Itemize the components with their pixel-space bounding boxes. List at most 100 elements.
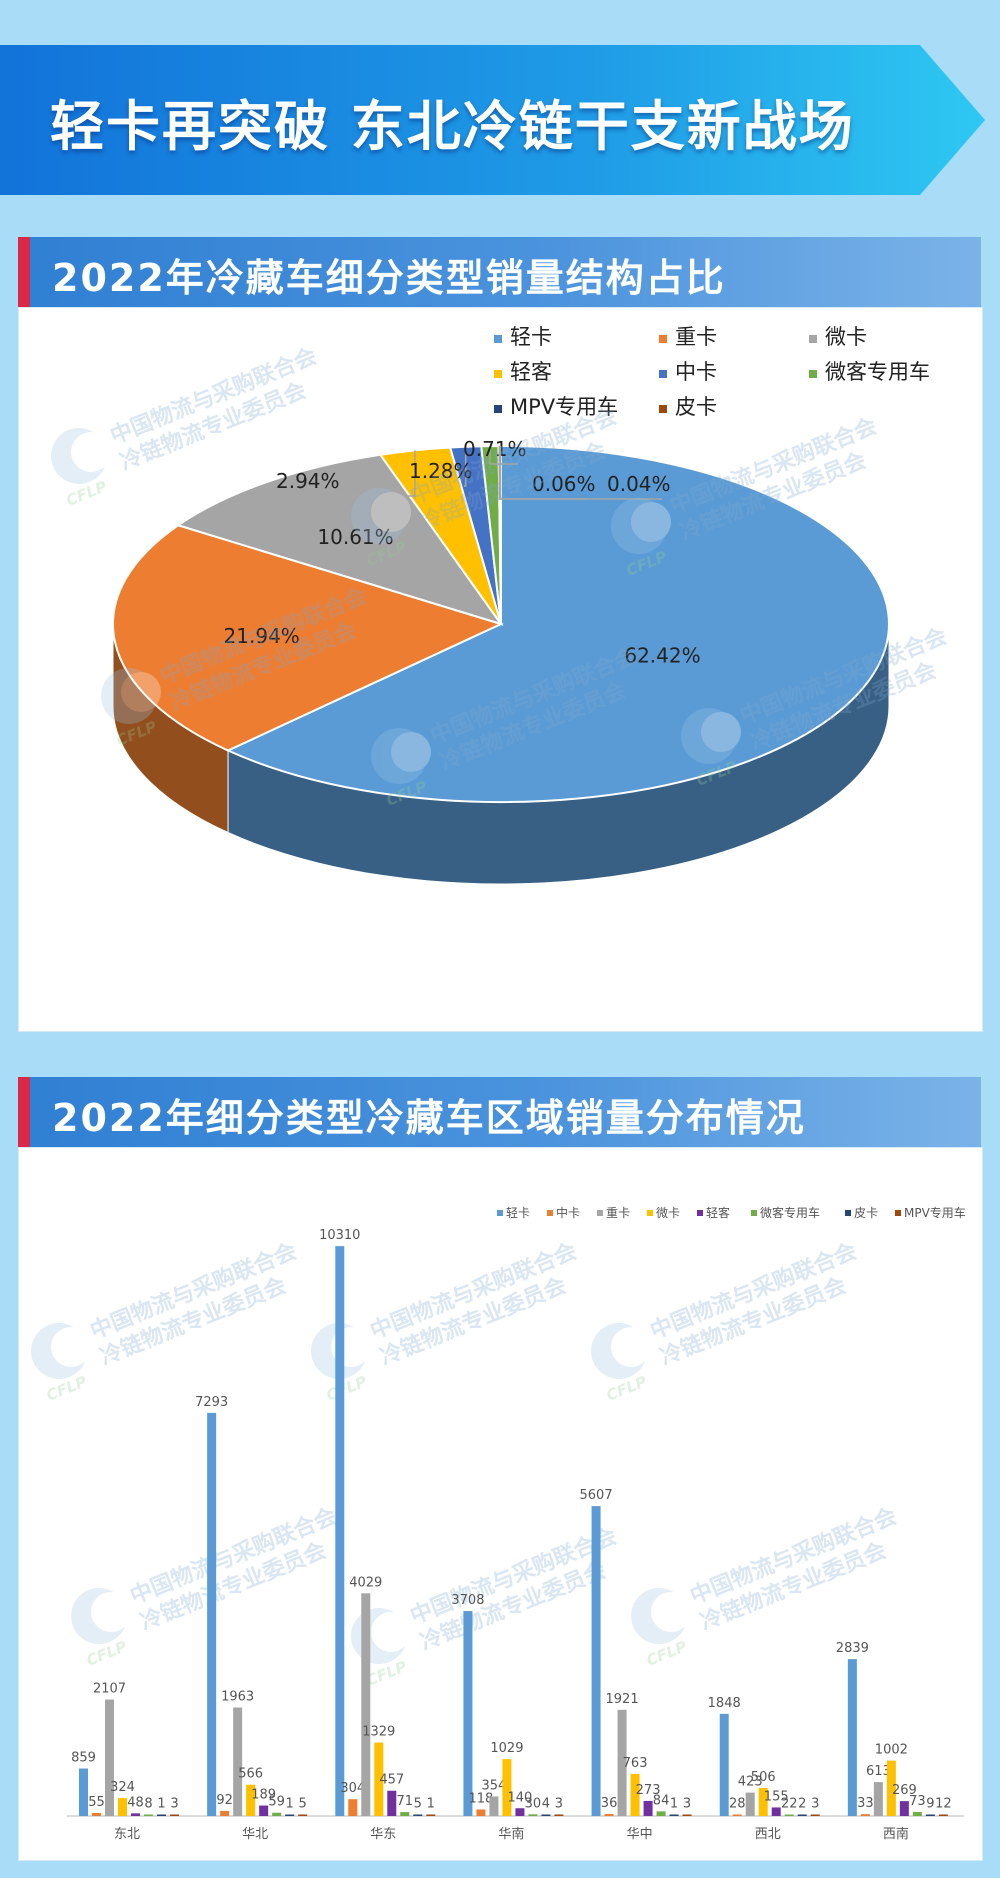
x-tick-label: 西北 — [755, 1827, 781, 1842]
pie-leader-line — [331, 450, 416, 497]
legend-swatch — [494, 335, 502, 343]
pie-leader-line — [464, 446, 467, 487]
legend-label: 轻客 — [510, 360, 552, 384]
bar-value-label: 5 — [414, 1797, 422, 1812]
cflp-logo-icon-cutout — [91, 1592, 131, 1632]
bar-value-label: 859 — [71, 1751, 96, 1766]
bar-重卡-华中 — [617, 1709, 627, 1816]
bar-value-label: 1848 — [708, 1696, 741, 1711]
bar-轻卡-华南 — [463, 1611, 473, 1816]
bar-value-label: 36 — [601, 1796, 618, 1811]
bar-重卡-西南 — [873, 1782, 883, 1816]
section-title: 2022年冷藏车细分类型销量结构占比 — [52, 256, 726, 300]
bar-value-label: 457 — [379, 1773, 404, 1788]
bar-轻客-西北 — [771, 1807, 781, 1816]
cflp-logo-icon-cutout — [651, 1592, 691, 1632]
legend-swatch — [895, 1210, 901, 1216]
bar-value-label: 71 — [397, 1794, 414, 1809]
bar-value-label: 1002 — [875, 1743, 908, 1758]
pie-chart-panel: 62.42% 21.94% 10.61% 2.94% 1.28% 0.71% 0.06% 0.… — [18, 307, 983, 1032]
bar-微客专用车-华中 — [656, 1811, 666, 1816]
bar-微卡-华北 — [246, 1784, 256, 1816]
bar-重卡-华北 — [233, 1707, 243, 1816]
pie-slice-重卡 — [112, 524, 504, 752]
legend-swatch — [809, 335, 817, 343]
bar-value-label: 1 — [670, 1797, 678, 1812]
bar-MPV专用车-华北 — [298, 1814, 308, 1816]
bar-value-label: 2839 — [836, 1641, 869, 1656]
x-tick-label: 东北 — [114, 1827, 140, 1842]
bar-中卡-西北 — [732, 1814, 742, 1816]
bar-value-label: 189 — [251, 1788, 276, 1803]
bar-重卡-华东 — [361, 1593, 371, 1816]
cflp-logo-icon-cutout — [371, 492, 411, 532]
bar-中卡-华南 — [476, 1809, 486, 1816]
bar-value-label: 269 — [892, 1783, 917, 1798]
pie-label: 0.71% — [463, 437, 527, 461]
bar-微卡-西北 — [758, 1788, 768, 1816]
bar-皮卡-东北 — [157, 1814, 166, 1816]
legend-swatch — [494, 405, 502, 413]
pie-leader-line — [499, 446, 662, 500]
x-tick-label: 华南 — [498, 1826, 524, 1842]
bar-value-label: 12 — [935, 1797, 952, 1812]
pie-label: 0.04% — [607, 472, 671, 496]
x-tick-label: 西南 — [883, 1826, 909, 1842]
bar-value-label: 3708 — [451, 1593, 484, 1608]
pie-label: 62.42% — [624, 643, 700, 667]
legend-label: 微卡 — [656, 1206, 680, 1220]
legend-label: 微客专用车 — [760, 1205, 820, 1220]
cflp-logo-icon — [31, 1323, 87, 1379]
section-title-bar: 2022年细分类型冷藏车区域销量分布情况 — [18, 1077, 981, 1147]
bar-value-label: 506 — [751, 1770, 776, 1785]
legend-label: 皮卡 — [854, 1206, 878, 1220]
bar-value-label: 763 — [623, 1756, 648, 1771]
bar-value-label: 613 — [866, 1764, 891, 1779]
bar-chart: 中国物流与采购联合会冷链物流专业委员会CFLP中国物流与采购联合会冷链物流专业委… — [31, 1205, 966, 1842]
x-tick-label: 华北 — [242, 1827, 268, 1842]
bar-value-label: 1329 — [362, 1725, 395, 1740]
bar-value-label: 354 — [482, 1778, 507, 1793]
legend-label: 重卡 — [606, 1206, 630, 1220]
bar-中卡-西南 — [860, 1814, 870, 1816]
cflp-logo-icon-cutout — [391, 732, 431, 772]
bar-value-label: 1 — [157, 1797, 165, 1812]
bar-value-label: 1029 — [490, 1741, 523, 1756]
bar-value-label: 118 — [469, 1791, 494, 1806]
legend-label: 皮卡 — [675, 395, 717, 419]
bar-value-label: 324 — [110, 1780, 135, 1795]
x-tick-label: 华东 — [370, 1827, 396, 1842]
bar-微卡-东北 — [118, 1798, 127, 1816]
bar-MPV专用车-西北 — [810, 1814, 820, 1816]
bar-value-label: 155 — [764, 1789, 789, 1804]
section-title-bar: 2022年冷藏车细分类型销量结构占比 — [18, 237, 981, 307]
legend-label: 轻卡 — [506, 1206, 530, 1220]
bar-value-label: 84 — [653, 1793, 670, 1808]
bar-轻客-华北 — [259, 1805, 269, 1816]
cflp-logo-icon-cutout — [51, 1327, 91, 1367]
header-banner — [0, 45, 985, 195]
legend-label: MPV专用车 — [904, 1205, 966, 1220]
legend-swatch — [697, 1210, 703, 1216]
bar-皮卡-西南 — [925, 1814, 935, 1816]
bar-value-label: 1921 — [606, 1692, 639, 1707]
bar-皮卡-华中 — [669, 1814, 679, 1816]
bar-中卡-东北 — [92, 1812, 101, 1816]
pie-slice-微卡 — [175, 453, 504, 626]
cflp-logo-icon — [101, 668, 157, 724]
legend-label: 中卡 — [556, 1205, 580, 1220]
legend-swatch — [751, 1210, 757, 1216]
bar-value-label: 9 — [926, 1797, 934, 1812]
bar-轻卡-华北 — [207, 1412, 217, 1816]
cflp-logo-icon — [71, 1588, 127, 1644]
cflp-logo-icon-cutout — [631, 502, 671, 542]
bar-value-label: 33 — [857, 1796, 874, 1811]
bar-value-label: 5 — [299, 1797, 307, 1812]
legend-swatch — [494, 370, 502, 378]
bar-value-label: 10310 — [319, 1228, 360, 1243]
